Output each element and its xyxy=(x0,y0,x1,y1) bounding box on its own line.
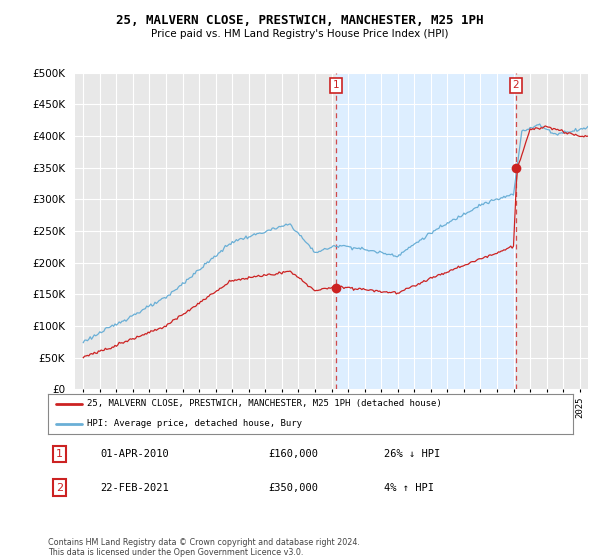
Text: 2: 2 xyxy=(512,81,519,91)
Text: Contains HM Land Registry data © Crown copyright and database right 2024.
This d: Contains HM Land Registry data © Crown c… xyxy=(48,538,360,557)
Text: £350,000: £350,000 xyxy=(269,483,319,493)
Text: 22-FEB-2021: 22-FEB-2021 xyxy=(101,483,169,493)
Text: 1: 1 xyxy=(56,449,63,459)
Text: 25, MALVERN CLOSE, PRESTWICH, MANCHESTER, M25 1PH (detached house): 25, MALVERN CLOSE, PRESTWICH, MANCHESTER… xyxy=(88,399,442,408)
Text: HPI: Average price, detached house, Bury: HPI: Average price, detached house, Bury xyxy=(88,419,302,428)
Bar xyxy=(335,73,516,389)
Text: 1: 1 xyxy=(332,81,339,91)
Text: 4% ↑ HPI: 4% ↑ HPI xyxy=(384,483,434,493)
Text: 26% ↓ HPI: 26% ↓ HPI xyxy=(384,449,440,459)
Text: 25, MALVERN CLOSE, PRESTWICH, MANCHESTER, M25 1PH: 25, MALVERN CLOSE, PRESTWICH, MANCHESTER… xyxy=(116,14,484,27)
Text: £160,000: £160,000 xyxy=(269,449,319,459)
Text: Price paid vs. HM Land Registry's House Price Index (HPI): Price paid vs. HM Land Registry's House … xyxy=(151,29,449,39)
Text: 01-APR-2010: 01-APR-2010 xyxy=(101,449,169,459)
Text: 2: 2 xyxy=(56,483,63,493)
